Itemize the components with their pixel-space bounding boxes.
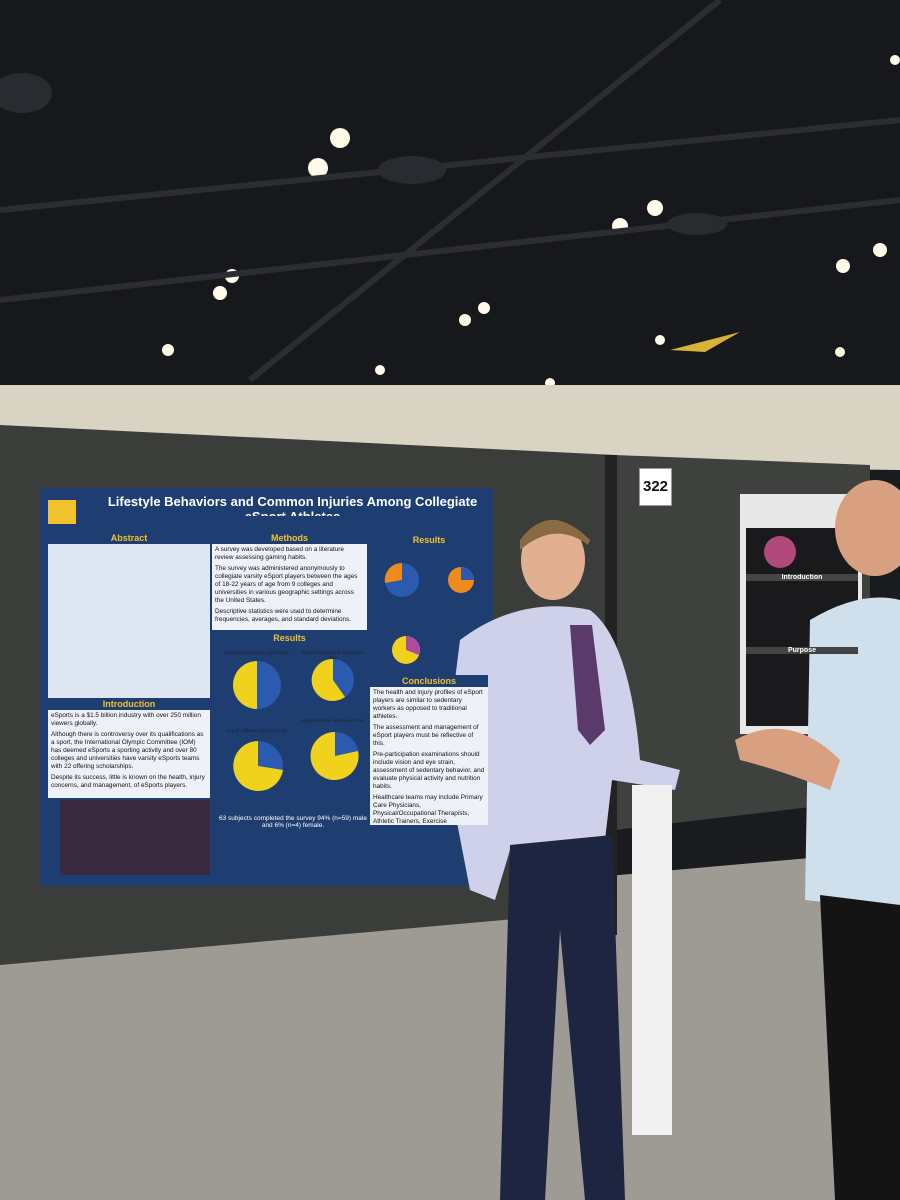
vent xyxy=(378,156,446,184)
chart-label: eSport Athletes with Hand Pain xyxy=(301,718,365,723)
conclusions-section: Conclusions The health and injury profil… xyxy=(370,675,488,825)
section-heading: Abstract xyxy=(48,532,210,544)
conclusions-text: The health and injury profiles of eSport… xyxy=(370,687,488,825)
methods-section: Methods A survey was developed based on … xyxy=(212,532,367,630)
section-heading: Introduction xyxy=(48,698,210,710)
section-heading: Conclusions xyxy=(370,675,488,687)
results-summary: 63 subjects completed the survey 94% (n=… xyxy=(219,815,367,829)
ceiling-beams xyxy=(0,0,900,383)
bullet: The health and injury profiles of eSport… xyxy=(373,689,483,720)
bullet: The survey was administered anonymously … xyxy=(215,565,358,604)
chart-label: eSport Athletes with Eye Fatigue xyxy=(224,650,290,655)
bullet: Healthcare teams may include Primary Car… xyxy=(373,794,483,825)
bullet: Descriptive statistics were used to dete… xyxy=(215,608,352,623)
poster-photos xyxy=(60,800,210,875)
banner xyxy=(670,332,740,352)
side-poster-heading: Purpose xyxy=(746,647,858,654)
section-heading: Methods xyxy=(212,532,367,544)
bullet: The assessment and management of eSport … xyxy=(373,724,479,747)
bullet: Pre-participation examinations should in… xyxy=(373,751,485,790)
brain-image xyxy=(764,536,796,568)
intro-text: eSports is a $1.5 billion industry with … xyxy=(48,710,210,795)
introduction-section: Introduction eSports is a $1.5 billion i… xyxy=(48,698,210,798)
bullet: A survey was developed based on a litera… xyxy=(215,546,344,561)
ceiling xyxy=(0,0,900,400)
chart-label: eSport Athletes with Wrist Pain xyxy=(226,728,288,733)
side-poster-heading: Introduction xyxy=(746,574,858,581)
tube xyxy=(632,785,672,1135)
paragraph: eSports is a $1.5 billion industry with … xyxy=(51,712,201,727)
chart-label: eSport Athletes with Back/Neck Pain xyxy=(301,650,365,660)
paragraph: Although there is controversy over its q… xyxy=(51,731,204,770)
section-heading: Results xyxy=(212,632,367,644)
vent xyxy=(667,213,727,235)
vent xyxy=(0,73,52,113)
paragraph: Despite its success, little is known on … xyxy=(51,774,205,789)
poster-title: Lifestyle Behaviors and Common Injuries … xyxy=(107,494,478,516)
abstract-section: Abstract xyxy=(48,532,210,702)
booth-number: 322 xyxy=(639,468,672,506)
person-right xyxy=(735,480,900,1200)
section-heading: Results xyxy=(370,534,488,546)
pie-charts xyxy=(233,562,474,791)
person-center xyxy=(445,520,680,1200)
logo xyxy=(48,500,76,524)
methods-text: A survey was developed based on a litera… xyxy=(212,544,367,629)
